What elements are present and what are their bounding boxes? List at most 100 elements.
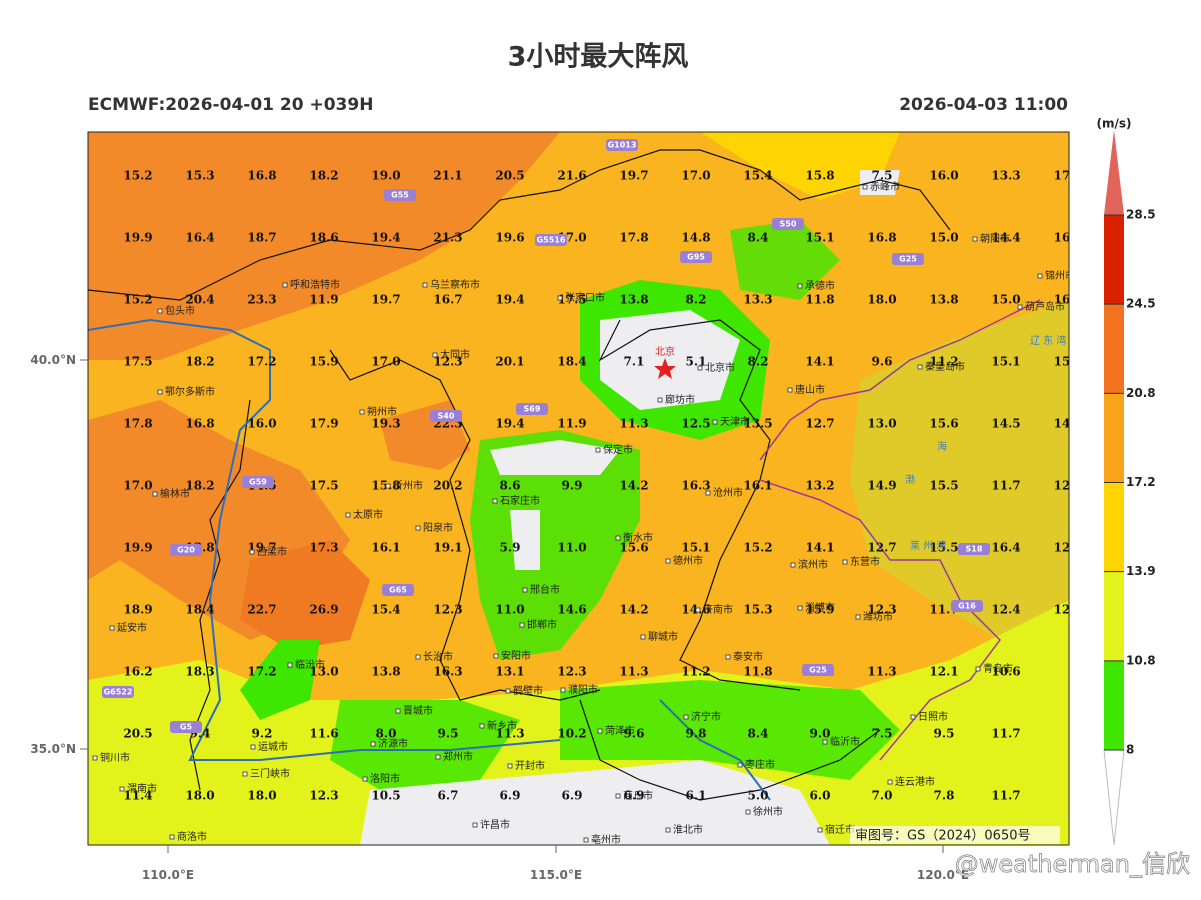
grid-value: 15.1 [805, 231, 834, 245]
grid-value: 15.2 [743, 541, 772, 555]
grid-value: 13.8 [371, 665, 400, 679]
city-dot [370, 741, 376, 747]
grid-value: 11.9 [557, 417, 586, 431]
city-label: 鹤壁市 [513, 684, 543, 697]
colorbar-segment [1104, 571, 1124, 661]
grid-value: 19.9 [123, 541, 152, 555]
city-label: 朝阳市 [980, 232, 1010, 245]
grid-value: 16.8 [185, 417, 214, 431]
city-dot [975, 666, 981, 672]
road-shield [802, 664, 834, 676]
grid-value: 8.6 [500, 479, 521, 493]
city-dot [169, 834, 175, 840]
city-label: 濮阳市 [568, 683, 598, 696]
grid-value: 15 [1054, 355, 1071, 369]
capital-label: 北京 [655, 345, 675, 358]
grid-value: 14.6 [557, 603, 586, 617]
grid-value: 10.6 [991, 665, 1020, 679]
colorbar-segment [1104, 482, 1124, 572]
city-label: 北京市 [705, 361, 735, 374]
city-dot [817, 827, 823, 833]
grid-value: 9.5 [934, 727, 955, 741]
grid-value: 15.4 [371, 603, 400, 617]
grid-value: 9.9 [562, 479, 583, 493]
roads: G1013 G55 G5516 G95 S50 G25 G20 G59 G65 S40 S69 G65… [102, 139, 1066, 733]
city-dot [119, 786, 125, 792]
grid-value: 19.7 [371, 293, 400, 307]
grid-value: 15.1 [681, 541, 710, 555]
watermark: @weatherman_信欣 [955, 850, 1190, 878]
grid-value: 7.1 [624, 355, 645, 369]
grid-value: 6.9 [500, 789, 521, 803]
grid-value: 7.8 [934, 789, 955, 803]
grid-value: 16.3 [433, 665, 462, 679]
grid-value: 19.4 [371, 231, 400, 245]
grid-value: 20.1 [495, 355, 524, 369]
grid-value: 18.0 [867, 293, 896, 307]
grid-value: 19.7 [619, 169, 648, 183]
city-label: 阳泉市 [423, 521, 453, 534]
grid-value: 16.2 [123, 665, 152, 679]
road-label: S18 [966, 545, 983, 554]
city-dot [745, 809, 751, 815]
city-label: 日照市 [918, 710, 948, 723]
city-dot [432, 352, 438, 358]
colorbar-label: 10.8 [1126, 653, 1156, 667]
city-label: 天津市 [720, 415, 750, 428]
road-label: G5516 [537, 236, 566, 245]
city-label: 包头市 [165, 304, 195, 317]
city-dot [472, 822, 478, 828]
city-label: 三门峡市 [250, 767, 290, 780]
grid-value: 13.0 [867, 417, 896, 431]
city-label: 临沂市 [830, 735, 860, 748]
city-dot [665, 827, 671, 833]
grid-value: 11.7 [991, 727, 1020, 741]
city-dot [415, 654, 421, 660]
road-shield [384, 189, 416, 201]
sea-label: 莱 州 湾 [910, 539, 946, 552]
colorbar-label: 8 [1126, 743, 1134, 757]
grid-value: 11.8 [743, 665, 772, 679]
grid-value: 21.3 [433, 231, 462, 245]
city-label: 鄂尔多斯市 [165, 385, 215, 398]
city-label: 铜川市 [100, 751, 130, 764]
grid-value: 12.3 [557, 665, 586, 679]
road-label: G25 [899, 255, 917, 264]
grid-value: 17.5 [309, 479, 338, 493]
grid-value: 11.4 [123, 789, 152, 803]
city-label: 郑州市 [443, 750, 473, 763]
road-shield [606, 139, 638, 151]
city-label: 朔州市 [367, 405, 397, 418]
city-label: 商洛市 [177, 830, 207, 843]
grid-value: 18.2 [185, 479, 214, 493]
city-label: 连云港市 [895, 775, 935, 788]
grid-value: 18.2 [309, 169, 338, 183]
road-shield [102, 686, 134, 698]
grid-value: 6.9 [624, 789, 645, 803]
grid-value: 14.2 [619, 603, 648, 617]
city-label: 张家口市 [565, 291, 605, 304]
city-label: 济南市 [703, 603, 733, 616]
grid-value: 17.8 [123, 417, 152, 431]
city-dot [842, 559, 848, 565]
city-label: 忻州市 [393, 479, 423, 492]
city-dot [492, 498, 498, 504]
city-dot [712, 419, 718, 425]
city-dot [362, 776, 368, 782]
grid-value: 10.5 [371, 789, 400, 803]
road-label: G55 [391, 191, 409, 200]
city-label: 淮北市 [673, 823, 703, 836]
grid-value: 18.3 [185, 665, 214, 679]
grid-value: 21.1 [433, 169, 462, 183]
grid-value: 17.2 [247, 355, 276, 369]
grid-value: 8.2 [748, 355, 769, 369]
sea-label: 渤 [905, 473, 915, 486]
grid-value: 15.8 [805, 169, 834, 183]
grid-value: 12.1 [929, 665, 958, 679]
city-dot [640, 634, 646, 640]
city-dot [395, 708, 401, 714]
colorbar-segment [1104, 660, 1124, 750]
grid-value: 8.2 [686, 293, 707, 307]
city-dot [522, 587, 528, 593]
grid-value: 13.0 [309, 665, 338, 679]
